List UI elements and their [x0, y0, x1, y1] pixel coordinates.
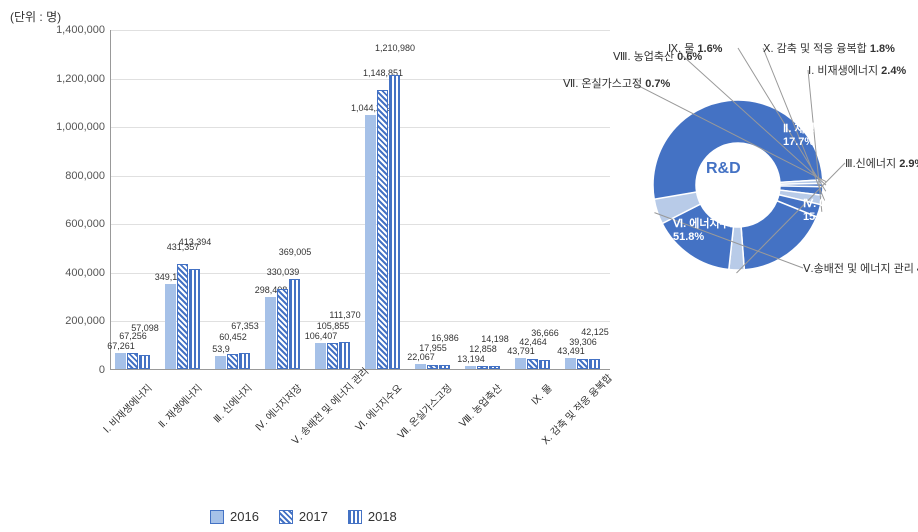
legend-label: 2018	[368, 509, 397, 524]
donut-slice-label: Ⅹ. 감축 및 적응 융복합 1.8%	[763, 40, 895, 56]
y-tick-label: 200,000	[65, 315, 105, 327]
bar-2016	[565, 358, 576, 369]
bar-2016	[265, 297, 276, 369]
legend-item: 2016	[210, 509, 259, 524]
bar-2016	[415, 364, 426, 369]
bar-value-label: 14,198	[481, 334, 509, 344]
bar-2016	[365, 115, 376, 369]
bar-value-label: 330,039	[267, 267, 300, 277]
bar-2016	[465, 366, 476, 369]
bar-2017	[577, 359, 588, 369]
bar-2017	[527, 359, 538, 369]
bar-value-label: 43,791	[507, 346, 535, 356]
bar-value-label: 43,491	[557, 346, 585, 356]
donut-center-label: R&D	[706, 160, 741, 178]
bar-value-label: 36,666	[531, 328, 559, 338]
bar-value-label: 42,464	[519, 337, 547, 347]
donut-slice-label: Ⅱ. 재생에너지17.7%	[783, 120, 845, 148]
legend-item: 2017	[279, 509, 328, 524]
bar-value-label: 22,067	[407, 352, 435, 362]
bar-value-label: 67,353	[231, 321, 259, 331]
y-tick-label: 1,200,000	[56, 73, 105, 85]
y-tick-label: 800,000	[65, 170, 105, 182]
y-tick-label: 1,400,000	[56, 24, 105, 36]
bar-value-label: 57,098	[131, 323, 159, 333]
bar-2018	[539, 360, 550, 369]
bar-2018	[289, 279, 300, 369]
legend-swatch	[279, 510, 293, 524]
donut-slice-label: Ⅲ.신에너지 2.9%	[845, 155, 918, 171]
bar-2016	[165, 284, 176, 369]
legend-swatch	[210, 510, 224, 524]
bar-2017	[327, 343, 338, 369]
bar-2018	[389, 75, 400, 369]
donut-chart: R&D Ⅵ. 에너지수요51.8%Ⅶ. 온실가스고정 0.7%Ⅷ. 농업축산 0…	[563, 40, 903, 340]
bar-value-label: 13,194	[457, 354, 485, 364]
donut-slice-label: Ⅰ. 비재생에너지 2.4%	[808, 62, 906, 78]
bar-2017	[127, 353, 138, 369]
donut-slice-label: Ⅳ. 에너지저장15.8%	[803, 195, 870, 223]
bar-2018	[489, 366, 500, 369]
bar-value-label: 111,370	[329, 310, 360, 320]
bar-value-label: 60,452	[219, 332, 247, 342]
bar-value-label: 1,210,980	[375, 43, 415, 53]
bar-value-label: 12,858	[469, 344, 497, 354]
bar-2016	[215, 356, 226, 369]
bar-value-label: 67,261	[107, 341, 135, 351]
bar-2017	[227, 354, 238, 369]
y-tick-label: 1,000,000	[56, 121, 105, 133]
y-axis: 0200,000400,000600,000800,0001,000,0001,…	[50, 30, 110, 370]
unit-label: (단위 : 명)	[10, 8, 61, 25]
legend-label: 2017	[299, 509, 328, 524]
bar-value-label: 17,955	[419, 343, 447, 353]
bar-value-label: 105,855	[317, 321, 350, 331]
donut-slice-label: Ⅵ. 에너지수요51.8%	[673, 215, 740, 243]
bar-value-label: 53,9	[212, 344, 230, 354]
bar-2018	[439, 365, 450, 369]
donut-svg	[638, 85, 838, 285]
legend-label: 2016	[230, 509, 259, 524]
bar-2017	[377, 90, 388, 369]
bar-2018	[139, 355, 150, 369]
y-tick-label: 0	[99, 364, 105, 376]
bar-2018	[189, 269, 200, 369]
donut-slice-label: Ⅶ. 온실가스고정 0.7%	[563, 75, 670, 91]
donut-slice-label: Ⅴ.송배전 및 에너지 관리 4.8%	[803, 260, 918, 276]
legend: 2016 2017 2018	[210, 509, 397, 524]
bar-2018	[339, 342, 350, 369]
bar-value-label: 16,986	[431, 333, 459, 343]
bar-2016	[115, 353, 126, 369]
bar-2017	[277, 289, 288, 369]
bar-value-label: 369,005	[279, 247, 312, 257]
bar-2016	[315, 343, 326, 369]
donut-slice-label: Ⅸ. 물 1.6%	[668, 40, 722, 56]
bar-value-label: 106,407	[305, 331, 338, 341]
legend-item: 2018	[348, 509, 397, 524]
bar-chart: 0 200,000 400,000 600,000 800,000 1,000,000 1,…	[50, 30, 610, 400]
y-tick-label: 600,000	[65, 218, 105, 230]
bar-2018	[589, 359, 600, 369]
chart-container: (단위 : 명) 0 200,000 400,000 600,000 800,000 1,…	[0, 0, 918, 532]
bar-value-label: 413,394	[179, 237, 212, 247]
legend-swatch	[348, 510, 362, 524]
y-tick-label: 400,000	[65, 267, 105, 279]
bar-2018	[239, 353, 250, 369]
bar-2017	[177, 264, 188, 369]
plot-area: 67,26167,25657,098349,158431,357413,3945…	[110, 30, 610, 370]
bar-2017	[477, 366, 488, 369]
bar-2017	[427, 365, 438, 369]
bar-2016	[515, 358, 526, 369]
